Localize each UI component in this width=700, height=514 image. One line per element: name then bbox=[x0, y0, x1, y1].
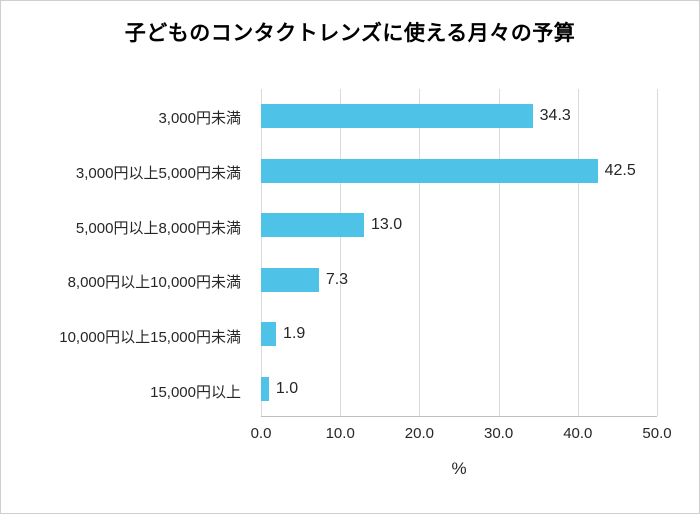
x-tick-label: 30.0 bbox=[483, 425, 514, 442]
bar-row: 13.0 bbox=[261, 198, 657, 253]
bar-value-label: 42.5 bbox=[604, 161, 636, 179]
x-tick-label: 0.0 bbox=[250, 425, 272, 442]
gridline bbox=[419, 89, 421, 416]
gridline bbox=[498, 89, 500, 416]
x-tick-label: 40.0 bbox=[563, 425, 593, 442]
bar bbox=[261, 267, 319, 292]
bar-row: 42.5 bbox=[261, 144, 657, 199]
x-axis-label: % bbox=[451, 459, 467, 478]
category-label: 3,000円未満 bbox=[158, 110, 241, 128]
category-label: 3,000円以上5,000円未満 bbox=[75, 165, 241, 182]
bar bbox=[261, 158, 598, 183]
gridline bbox=[261, 89, 262, 416]
chart-title: 子どものコンタクトレンズに使える月々の予算 bbox=[124, 22, 576, 45]
bar bbox=[261, 322, 277, 347]
x-tick-label: 20.0 bbox=[404, 425, 434, 442]
category-label: 8,000円以上10,000円未満 bbox=[67, 274, 241, 292]
bar-row: 1.9 bbox=[261, 307, 657, 362]
bar-row: 34.3 bbox=[261, 89, 657, 144]
y-axis-category-labels: 3,000円未満 3,000円以上5,000円未満 5,000円以上8,000円未満… bbox=[1, 89, 251, 417]
x-tick-label: 50.0 bbox=[642, 425, 672, 442]
bar bbox=[261, 213, 364, 238]
bar-value-label: 34.3 bbox=[539, 107, 571, 125]
bar-value-label: 1.9 bbox=[283, 325, 306, 343]
category-label: 5,000円以上8,000円未満 bbox=[75, 219, 241, 237]
gridline bbox=[340, 89, 342, 416]
bar-value-label: 1.0 bbox=[275, 379, 299, 397]
bar bbox=[261, 104, 533, 129]
plot-area: 34.3 42.5 13.0 7.3 1.9 1.0 bbox=[261, 89, 658, 417]
x-axis-ticks: 0.0 10.0 20.0 30.0 40.0 50.0 bbox=[251, 425, 672, 447]
bar bbox=[261, 376, 269, 401]
bar-value-label: 7.3 bbox=[325, 270, 349, 288]
category-label: 15,000円以上 bbox=[150, 383, 241, 401]
bar-row: 1.0 bbox=[261, 362, 657, 417]
x-tick-label: 10.0 bbox=[325, 425, 355, 442]
category-label: 10,000円以上15,000円未満 bbox=[59, 329, 241, 346]
gridline bbox=[657, 89, 658, 416]
bar-value-label: 13.0 bbox=[370, 216, 403, 234]
bar-row: 7.3 bbox=[261, 253, 657, 308]
gridline bbox=[577, 89, 579, 416]
